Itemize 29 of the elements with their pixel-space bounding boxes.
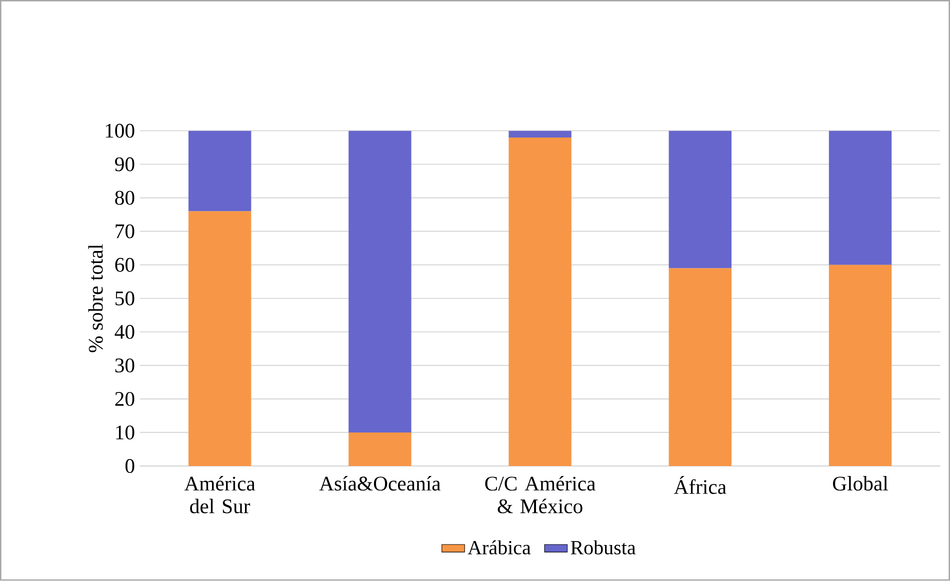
bar bbox=[508, 138, 572, 466]
legend-label: Robusta bbox=[570, 540, 636, 555]
bar bbox=[188, 130, 252, 212]
bar bbox=[668, 268, 732, 466]
x-tick-label: C/C América & México bbox=[485, 476, 596, 514]
y-tick-label: 20 bbox=[115, 392, 134, 406]
legend-label: Arábica bbox=[468, 540, 531, 555]
bar bbox=[188, 211, 252, 466]
bar bbox=[348, 432, 412, 466]
bar bbox=[828, 130, 892, 265]
y-tick-label: 10 bbox=[116, 426, 134, 440]
x-tick-label: África bbox=[674, 476, 726, 494]
y-tick-label: 50 bbox=[116, 292, 134, 306]
bar bbox=[508, 130, 572, 138]
y-axis-title: % sobre total bbox=[88, 244, 103, 352]
x-tick-label: América del Sur bbox=[184, 476, 256, 514]
y-tick-label: 0 bbox=[126, 459, 134, 474]
y-tick-label: 80 bbox=[115, 190, 134, 205]
y-tick-label: 100 bbox=[106, 124, 134, 138]
y-tick-label: 60 bbox=[115, 258, 134, 272]
bar bbox=[828, 264, 892, 466]
y-tick-label: 90 bbox=[115, 157, 134, 172]
x-tick-label: Global bbox=[832, 476, 888, 491]
y-tick-label: 30 bbox=[115, 358, 134, 373]
x-tick-label: Asía&Oceanía bbox=[319, 476, 441, 491]
y-tick-label: 40 bbox=[114, 325, 134, 339]
bar bbox=[348, 130, 412, 433]
y-tick-label: 70 bbox=[116, 224, 134, 238]
bar bbox=[668, 130, 732, 268]
